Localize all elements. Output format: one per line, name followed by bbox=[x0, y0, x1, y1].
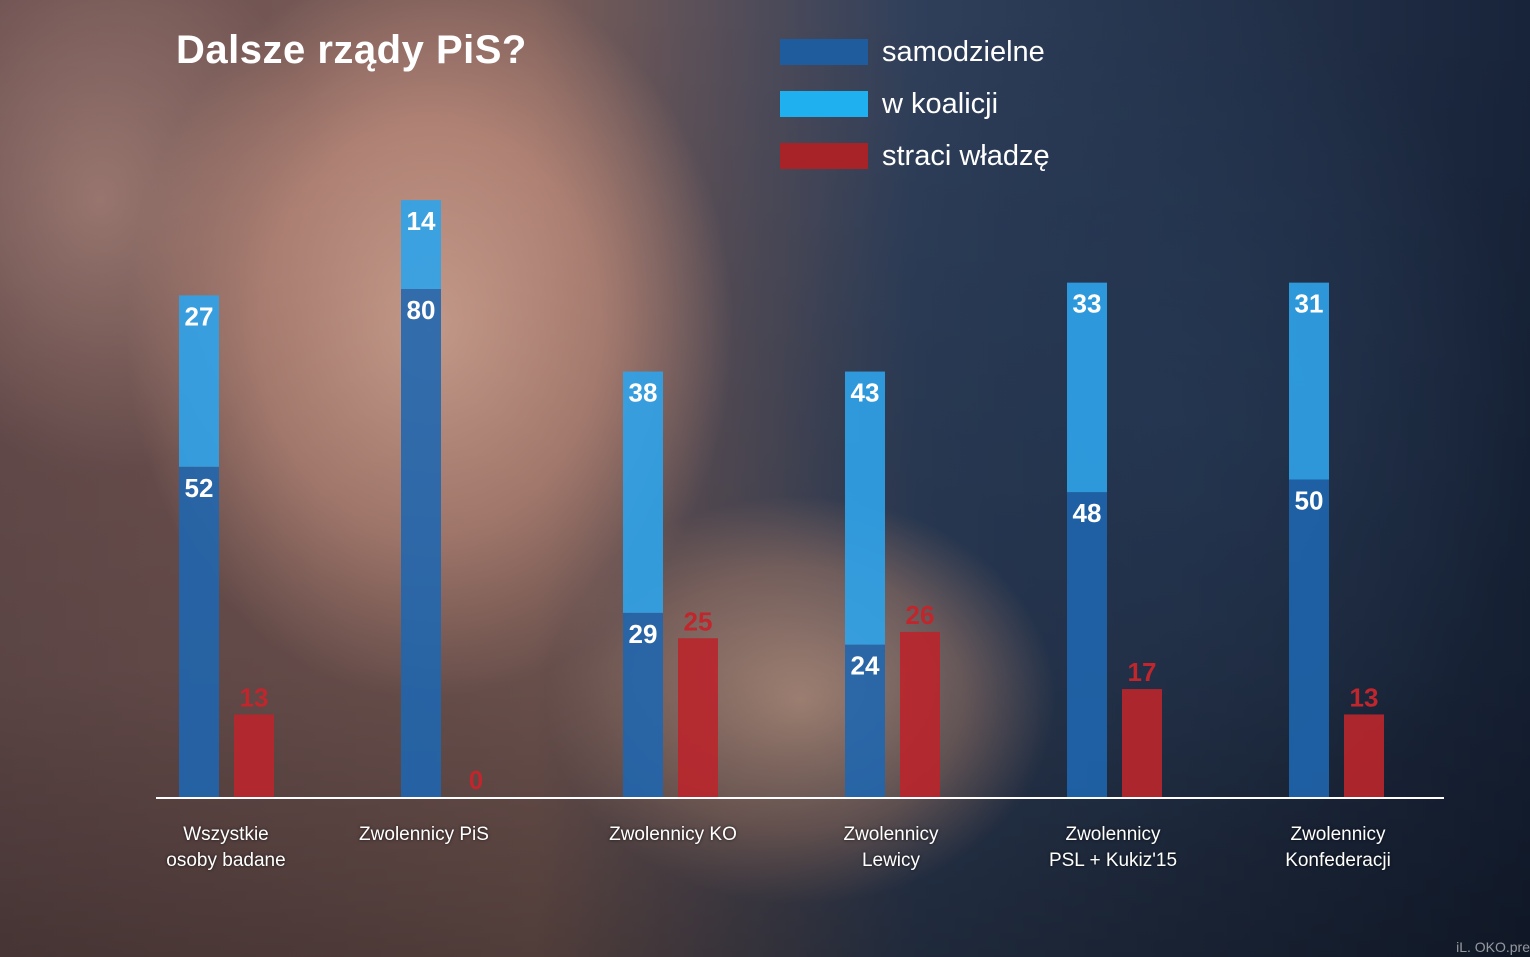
value-label-samodzielne-1: 80 bbox=[407, 295, 436, 325]
legend-swatch-samodzielne bbox=[780, 39, 868, 65]
legend-item-samodzielne: samodzielne bbox=[780, 26, 1050, 78]
legend-label-samodzielne: samodzielne bbox=[882, 35, 1045, 68]
value-label-straci-wladze-0: 13 bbox=[240, 682, 269, 712]
category-label-4: Zwolennicy PSL + Kukiz'15 bbox=[1048, 824, 1178, 871]
bar-straci-wladze-2 bbox=[678, 638, 718, 797]
value-label-samodzielne-2: 29 bbox=[629, 619, 658, 649]
bar-w-koalicji-4 bbox=[1067, 282, 1107, 493]
bar-samodzielne-0 bbox=[179, 466, 219, 797]
value-label-w-koalicji-1: 14 bbox=[407, 206, 436, 236]
value-label-straci-wladze-3: 26 bbox=[906, 600, 935, 630]
category-label-1: Zwolennicy PiS bbox=[359, 824, 489, 845]
legend-item-straci-wladze: straci władzę bbox=[780, 130, 1050, 182]
value-label-w-koalicji-0: 27 bbox=[185, 301, 214, 331]
bar-straci-wladze-5 bbox=[1344, 714, 1384, 797]
bar-w-koalicji-3 bbox=[845, 371, 885, 645]
legend-item-w-koalicji: w koalicji bbox=[780, 78, 1050, 130]
bar-straci-wladze-3 bbox=[900, 631, 940, 797]
value-label-samodzielne-4: 48 bbox=[1073, 498, 1102, 528]
value-label-samodzielne-3: 24 bbox=[851, 651, 880, 681]
category-label-5: Zwolennicy Konfederacji bbox=[1285, 824, 1391, 871]
bar-w-koalicji-0 bbox=[179, 295, 219, 467]
legend-swatch-straci-wladze bbox=[780, 143, 868, 169]
bar-samodzielne-5 bbox=[1289, 479, 1329, 797]
value-label-straci-wladze-5: 13 bbox=[1350, 682, 1379, 712]
value-label-w-koalicji-2: 38 bbox=[629, 378, 658, 408]
bar-w-koalicji-5 bbox=[1289, 282, 1329, 480]
bar-samodzielne-4 bbox=[1067, 492, 1107, 797]
value-label-w-koalicji-4: 33 bbox=[1073, 289, 1102, 319]
legend-label-straci-wladze: straci władzę bbox=[882, 139, 1050, 172]
value-label-straci-wladze-1: 0 bbox=[469, 765, 483, 795]
bar-straci-wladze-0 bbox=[234, 714, 274, 797]
value-label-straci-wladze-2: 25 bbox=[684, 606, 713, 636]
bar-samodzielne-2 bbox=[623, 612, 663, 797]
category-label-0: Wszystkie osoby badane bbox=[166, 824, 286, 871]
bar-straci-wladze-4 bbox=[1122, 689, 1162, 797]
category-label-2: Zwolennicy KO bbox=[609, 824, 737, 845]
bar-samodzielne-1 bbox=[401, 289, 441, 797]
bar-samodzielne-3 bbox=[845, 644, 885, 797]
value-label-samodzielne-5: 50 bbox=[1295, 486, 1324, 516]
value-label-w-koalicji-3: 43 bbox=[851, 378, 880, 408]
category-label-3: Zwolennicy Lewicy bbox=[843, 824, 939, 871]
value-label-samodzielne-0: 52 bbox=[185, 473, 214, 503]
value-label-straci-wladze-4: 17 bbox=[1128, 657, 1157, 687]
credit-text: iL. OKO.pre bbox=[1456, 939, 1530, 955]
bar-w-koalicji-1 bbox=[401, 200, 441, 289]
bar-w-koalicji-2 bbox=[623, 371, 663, 613]
value-label-w-koalicji-5: 31 bbox=[1295, 289, 1324, 319]
chart-title: Dalsze rządy PiS? bbox=[176, 28, 527, 72]
legend-swatch-w-koalicji bbox=[780, 91, 868, 117]
legend: samodzielne w koalicji straci władzę bbox=[780, 26, 1050, 182]
legend-label-w-koalicji: w koalicji bbox=[882, 87, 999, 120]
